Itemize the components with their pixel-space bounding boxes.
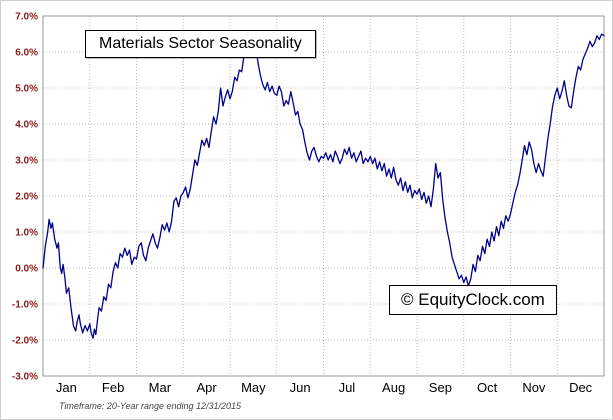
y-tick-label: -1.0% [12,300,38,311]
x-tick-label: Jul [339,380,356,395]
seasonality-line [42,33,605,339]
equityclock-watermark: © EquityClock.com [389,285,557,315]
y-tick-label: 3.0% [15,156,38,167]
y-tick-label: 6.0% [15,48,38,59]
x-tick-label: Mar [149,380,172,395]
x-tick-label: Sep [429,380,452,395]
x-tick-label: Apr [197,380,218,395]
x-tick-label: Feb [102,380,124,395]
y-tick-label: 2.0% [15,192,38,203]
y-tick-label: -2.0% [12,336,38,347]
x-tick-label: May [241,380,266,395]
watermark-text: © EquityClock.com [401,290,545,309]
x-tick-label: Nov [522,380,546,395]
y-tick-label: -3.0% [12,372,38,383]
x-tick-label: Jun [290,380,311,395]
y-tick-label: 5.0% [15,84,38,95]
timeframe-note: Timeframe: 20-Year range ending 12/31/20… [59,401,242,411]
x-tick-label: Aug [382,380,405,395]
x-tick-label: Dec [569,380,593,395]
x-tick-label: Oct [477,380,498,395]
y-tick-label: 4.0% [15,120,38,131]
chart-title-box: Materials Sector Seasonality [85,30,316,58]
y-tick-label: 1.0% [15,228,38,239]
y-tick-label: 7.0% [15,12,38,23]
chart-title: Materials Sector Seasonality [99,35,302,52]
plot-border [42,15,605,377]
x-tick-label: Jan [56,380,77,395]
y-tick-label: 0.0% [15,264,38,275]
